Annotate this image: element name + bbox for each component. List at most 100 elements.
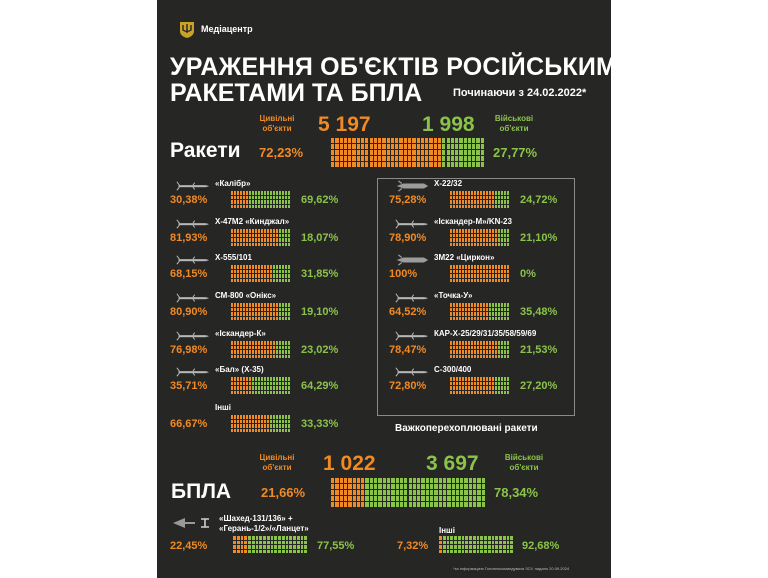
civil-cell — [360, 150, 365, 155]
civil-cell — [240, 381, 242, 385]
civil-cell — [456, 354, 458, 358]
civil-cell — [501, 269, 503, 273]
civil-cell — [486, 238, 488, 242]
civil-cell — [273, 350, 275, 354]
civil-cell — [462, 354, 464, 358]
civil-cell — [234, 390, 236, 394]
civil-cell — [352, 144, 356, 149]
weapon-name: Х-22/32 — [434, 179, 463, 188]
civil-cell — [483, 229, 485, 233]
civil-cell — [456, 265, 458, 269]
military-cell — [502, 536, 506, 540]
military-cell — [251, 536, 255, 540]
military-cell — [288, 274, 290, 278]
military-cell — [459, 150, 463, 155]
weapon-civil-pct: 22,45% — [170, 540, 208, 552]
civil-cell — [335, 502, 339, 507]
military-cell — [498, 381, 500, 385]
military-cell — [282, 238, 284, 242]
civil-cell — [429, 144, 433, 149]
military-cell — [281, 536, 285, 540]
military-cell — [252, 377, 254, 381]
weapon-name: «Калібр» — [215, 179, 251, 188]
military-cell — [251, 540, 255, 544]
military-cell — [261, 381, 263, 385]
military-cell — [504, 386, 506, 390]
civil-cell — [270, 274, 272, 278]
military-cell — [374, 484, 378, 489]
military-cell — [296, 540, 300, 544]
civil-cell — [456, 345, 458, 349]
military-cell — [276, 204, 278, 208]
military-cell — [504, 229, 506, 233]
civil-cell — [356, 150, 360, 155]
civil-cell — [450, 242, 452, 246]
civil-cell — [267, 312, 269, 316]
military-cell — [276, 278, 278, 282]
military-cell — [267, 386, 269, 390]
civil-cell — [237, 200, 239, 204]
civil-cell — [462, 200, 464, 204]
civil-cell — [489, 386, 491, 390]
civil-cell — [243, 269, 245, 273]
cruise-missile-icon — [176, 255, 210, 265]
military-cell — [293, 545, 296, 549]
weapon-bar — [450, 229, 510, 247]
civil-cell — [486, 345, 488, 349]
civil-cell — [352, 502, 356, 507]
military-cell — [446, 545, 450, 549]
civil-cell — [456, 307, 458, 311]
military-cell — [484, 540, 487, 544]
military-cell — [288, 419, 290, 423]
civil-cell — [459, 195, 461, 199]
military-cell — [293, 536, 296, 540]
civil-cell — [483, 191, 485, 195]
civil-cell — [477, 303, 479, 307]
military-cell — [255, 204, 257, 208]
military-cell — [258, 381, 260, 385]
civil-cell — [462, 312, 464, 316]
civil-cell — [273, 229, 275, 233]
military-cell — [491, 545, 495, 549]
military-cell — [498, 341, 500, 345]
civil-cell — [243, 265, 245, 269]
civil-cell — [474, 229, 476, 233]
civil-cell — [480, 265, 482, 269]
civil-cell — [474, 381, 476, 385]
civil-cell — [486, 312, 488, 316]
civil-cell — [486, 265, 488, 269]
air-missile-icon — [395, 331, 429, 341]
civil-cell — [234, 269, 236, 273]
civil-cell — [462, 350, 464, 354]
civil-cell — [483, 242, 485, 246]
civil-cell — [465, 204, 467, 208]
civil-cell — [480, 274, 482, 278]
civil-cell — [252, 316, 254, 320]
military-cell — [446, 549, 450, 553]
military-cell — [504, 238, 506, 242]
civil-cell — [234, 204, 236, 208]
civil-cell — [240, 415, 242, 419]
civil-cell — [403, 138, 407, 143]
civil-cell — [240, 278, 242, 282]
military-cell — [285, 549, 289, 553]
military-cell — [507, 312, 509, 316]
civil-cell — [231, 381, 233, 385]
military-cell — [282, 390, 284, 394]
weapon-name: Х-47М2 «Кинджал» — [215, 217, 290, 226]
military-cell — [477, 478, 481, 483]
civil-cell — [249, 386, 251, 390]
military-cell — [438, 496, 442, 501]
civil-cell — [258, 278, 260, 282]
civil-cell — [236, 536, 240, 540]
civil-cell — [456, 229, 458, 233]
weapon-civil-pct: 7,32% — [397, 540, 429, 552]
civil-cell — [243, 303, 245, 307]
military-cell — [473, 502, 477, 507]
civil-cell — [240, 341, 242, 345]
civil-cell — [255, 428, 257, 432]
military-cell — [279, 233, 281, 237]
civil-cell — [486, 390, 488, 394]
military-cell — [279, 390, 281, 394]
civil-cell — [483, 350, 485, 354]
